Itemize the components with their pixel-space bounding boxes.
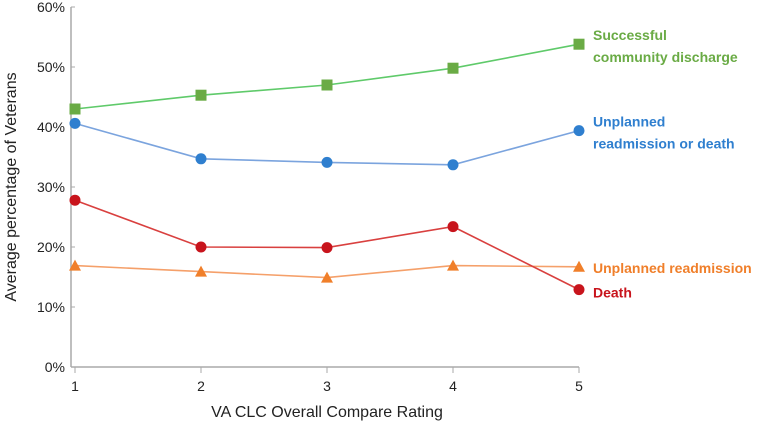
series-3: Death [69, 194, 632, 301]
x-tick-label: 4 [449, 378, 457, 394]
y-tick-label: 60% [37, 0, 65, 15]
series-label: Successful [593, 27, 667, 43]
data-point-triangle [69, 259, 81, 271]
y-tick-label: 20% [37, 239, 65, 255]
data-point-circle [195, 153, 207, 165]
series-line [74, 43, 580, 110]
y-tick-label: 0% [45, 359, 65, 375]
series-group: Successful community discharge Unplanned re… [69, 27, 752, 301]
data-point-circle [573, 125, 585, 137]
axes: 0% 10% 20% 30% 40% 50% 60% 1 2 3 4 5 [37, 0, 583, 394]
y-tick-label: 10% [37, 299, 65, 315]
data-point-circle [447, 221, 459, 233]
x-axis-label: VA CLC Overall Compare Rating [211, 404, 443, 421]
data-point-square [321, 79, 333, 91]
series-label: Unplanned readmission [593, 260, 752, 276]
x-tick-label: 3 [323, 378, 331, 394]
data-point-square [195, 89, 207, 101]
series-label: Unplanned [593, 114, 665, 130]
data-point-square [447, 62, 459, 74]
data-point-triangle [195, 265, 207, 277]
data-point-triangle [447, 259, 459, 271]
data-point-square [69, 103, 81, 115]
data-point-circle [69, 194, 81, 206]
series-label: readmission or death [593, 136, 735, 152]
x-tick-label: 1 [71, 378, 79, 394]
data-point-circle [321, 242, 333, 254]
data-point-circle [447, 159, 459, 171]
series-2: Unplanned readmission [69, 259, 752, 283]
data-point-square [573, 38, 585, 50]
series-label: Death [593, 285, 632, 301]
y-tick-label: 30% [37, 179, 65, 195]
x-tick-label: 2 [197, 378, 205, 394]
data-point-triangle [321, 271, 333, 283]
data-point-triangle [573, 260, 585, 272]
y-axis-label: Average percentage of Veterans [3, 72, 20, 301]
data-point-circle [195, 241, 207, 253]
series-1: Unplanned readmission or death [69, 114, 735, 171]
x-tick-label: 5 [575, 378, 583, 394]
y-tick-label: 40% [37, 119, 65, 135]
data-point-circle [573, 284, 585, 296]
series-label: community discharge [593, 49, 738, 65]
series-0: Successful community discharge [69, 27, 738, 115]
y-tick-label: 50% [37, 59, 65, 75]
data-point-circle [321, 156, 333, 168]
data-point-circle [69, 117, 81, 129]
